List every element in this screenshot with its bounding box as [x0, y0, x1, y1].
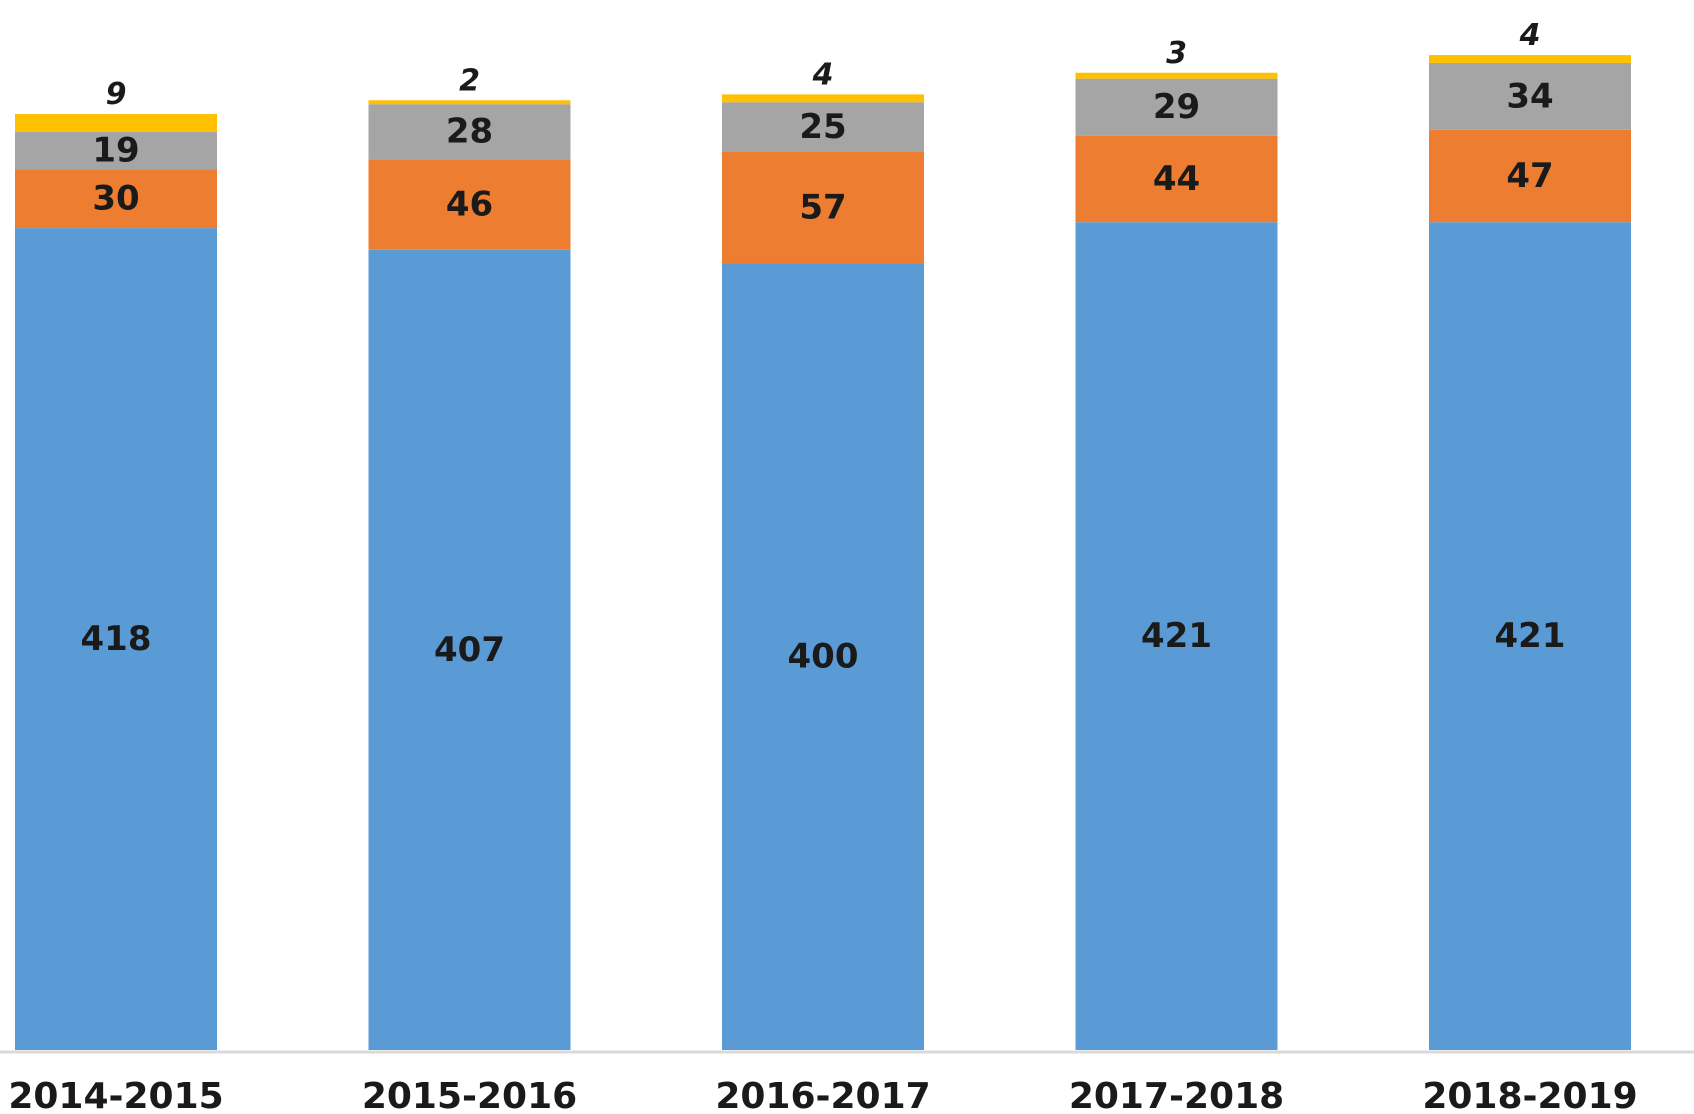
bar-segment-yellow-2016-2017 — [722, 94, 924, 103]
data-label-blue-2016-2017: 400 — [788, 637, 859, 677]
bar-segment-orange-2018-2019 — [1429, 129, 1631, 223]
category-labels: 2014-2015 2015-2016 2016-2017 2017-2018 2018… — [8, 1076, 1637, 1114]
bar-segment-gray-2015-2016 — [368, 104, 571, 160]
x-tick-label-2015-2016: 2015-2016 — [362, 1076, 577, 1114]
data-label-blue-2018-2019: 421 — [1495, 616, 1566, 656]
data-label-gray-2018-2019: 34 — [1506, 76, 1553, 116]
bar-segment-yellow-2015-2016 — [368, 100, 571, 105]
bar-segment-blue-2017-2018 — [1075, 222, 1278, 1050]
x-tick-label-2018-2019: 2018-2019 — [1422, 1076, 1637, 1114]
bar-segment-gray-2018-2019 — [1429, 62, 1631, 130]
bar-segment-gray-2017-2018 — [1075, 78, 1278, 136]
data-label-top-2016-2017: 4 — [812, 57, 834, 92]
data-label-orange-2014-2015: 30 — [92, 179, 139, 219]
bar-segment-blue-2016-2017 — [722, 263, 924, 1050]
data-label-orange-2018-2019: 47 — [1506, 156, 1553, 196]
bars-layer — [15, 55, 1631, 1050]
data-label-gray-2015-2016: 28 — [446, 112, 493, 152]
bar-segment-gray-2014-2015 — [15, 131, 217, 170]
data-label-gray-2017-2018: 29 — [1153, 87, 1200, 127]
data-label-orange-2015-2016: 46 — [446, 184, 493, 224]
data-label-gray-2016-2017: 25 — [799, 107, 846, 147]
bar-segment-blue-2014-2015 — [15, 228, 217, 1050]
data-label-orange-2017-2018: 44 — [1153, 159, 1200, 199]
bar-segment-orange-2017-2018 — [1075, 135, 1278, 223]
x-tick-label-2016-2017: 2016-2017 — [715, 1076, 930, 1114]
data-label-blue-2014-2015: 418 — [81, 619, 152, 659]
data-label-top-2018-2019: 4 — [1519, 18, 1541, 53]
bar-segment-blue-2015-2016 — [368, 249, 571, 1050]
bar-segment-yellow-2014-2015 — [15, 114, 217, 132]
data-label-top-2017-2018: 3 — [1166, 36, 1187, 71]
bar-segment-orange-2014-2015 — [15, 169, 217, 229]
data-label-blue-2017-2018: 421 — [1141, 616, 1212, 656]
data-label-blue-2015-2016: 407 — [434, 630, 505, 670]
x-tick-label-2014-2015: 2014-2015 — [8, 1076, 223, 1114]
data-label-gray-2014-2015: 19 — [92, 130, 139, 170]
bar-segment-yellow-2018-2019 — [1429, 55, 1631, 63]
x-tick-label-2017-2018: 2017-2018 — [1069, 1076, 1284, 1114]
data-label-top-2015-2016: 2 — [459, 63, 480, 98]
bar-segment-blue-2018-2019 — [1429, 222, 1631, 1050]
labels-layer: 418 30 19 9 407 46 28 2 400 57 25 4 421 44 29 3 421 47 34 4 — [81, 18, 1566, 677]
bar-segment-orange-2015-2016 — [368, 159, 571, 250]
data-label-orange-2016-2017: 57 — [799, 187, 846, 227]
bar-segment-orange-2016-2017 — [722, 151, 924, 264]
bar-segment-yellow-2017-2018 — [1075, 72, 1278, 79]
bar-segment-gray-2016-2017 — [722, 102, 924, 152]
data-label-top-2014-2015: 9 — [106, 77, 127, 112]
